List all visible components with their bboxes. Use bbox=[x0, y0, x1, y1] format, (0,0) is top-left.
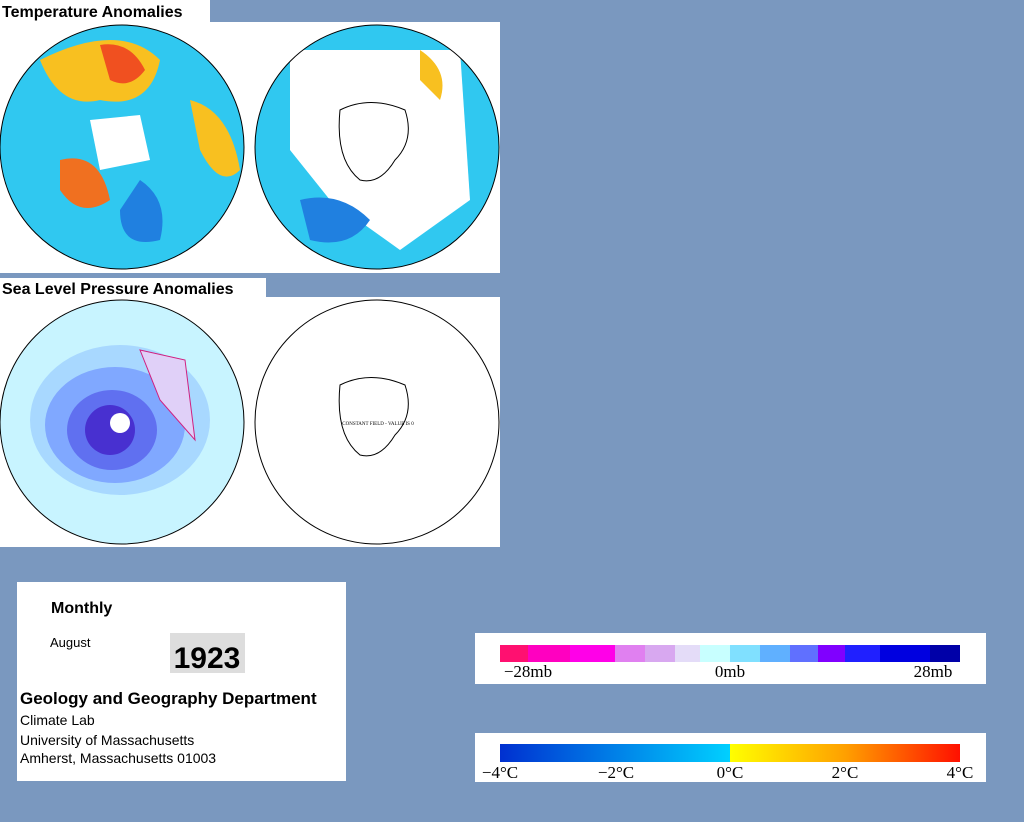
panel-title: Temperature Anomalies bbox=[2, 4, 183, 21]
scale-label: 2°C bbox=[832, 763, 859, 782]
temperature-colorbar bbox=[500, 744, 960, 762]
map-outline bbox=[254, 299, 500, 545]
coastline bbox=[338, 102, 409, 182]
department: Geology and Geography Department bbox=[20, 689, 317, 708]
panel-title: Sea Level Pressure Anomalies bbox=[2, 281, 234, 298]
info-box bbox=[17, 582, 346, 781]
map-outline bbox=[0, 24, 245, 270]
info-line: University of Massachusetts bbox=[20, 732, 194, 748]
scale-label: 0°C bbox=[717, 763, 744, 782]
coastline bbox=[338, 377, 409, 457]
period: Monthly bbox=[51, 600, 112, 617]
map-north bbox=[0, 300, 244, 544]
map-south bbox=[255, 25, 499, 269]
map-north bbox=[0, 25, 244, 269]
info-line: Amherst, Massachusetts 01003 bbox=[20, 750, 216, 766]
map-outline bbox=[0, 299, 245, 545]
scale-label: −28mb bbox=[504, 662, 552, 681]
scale-label: 28mb bbox=[914, 662, 953, 681]
scale-label: 4°C bbox=[947, 763, 974, 782]
year-bg bbox=[170, 633, 245, 673]
scale-label: −2°C bbox=[598, 763, 634, 782]
title-bg bbox=[0, 0, 210, 22]
annotation: CONSTANT FIELD - VALUE IS 0 bbox=[342, 422, 414, 427]
scale-label: −4°C bbox=[482, 763, 518, 782]
scale-label: 0mb bbox=[715, 662, 745, 681]
map-outline bbox=[254, 24, 500, 270]
year: 1923 bbox=[174, 642, 241, 675]
month: August bbox=[50, 635, 91, 650]
title-bg bbox=[0, 278, 266, 297]
pressure-colorbar bbox=[500, 645, 960, 662]
info-line: Climate Lab bbox=[20, 712, 95, 728]
